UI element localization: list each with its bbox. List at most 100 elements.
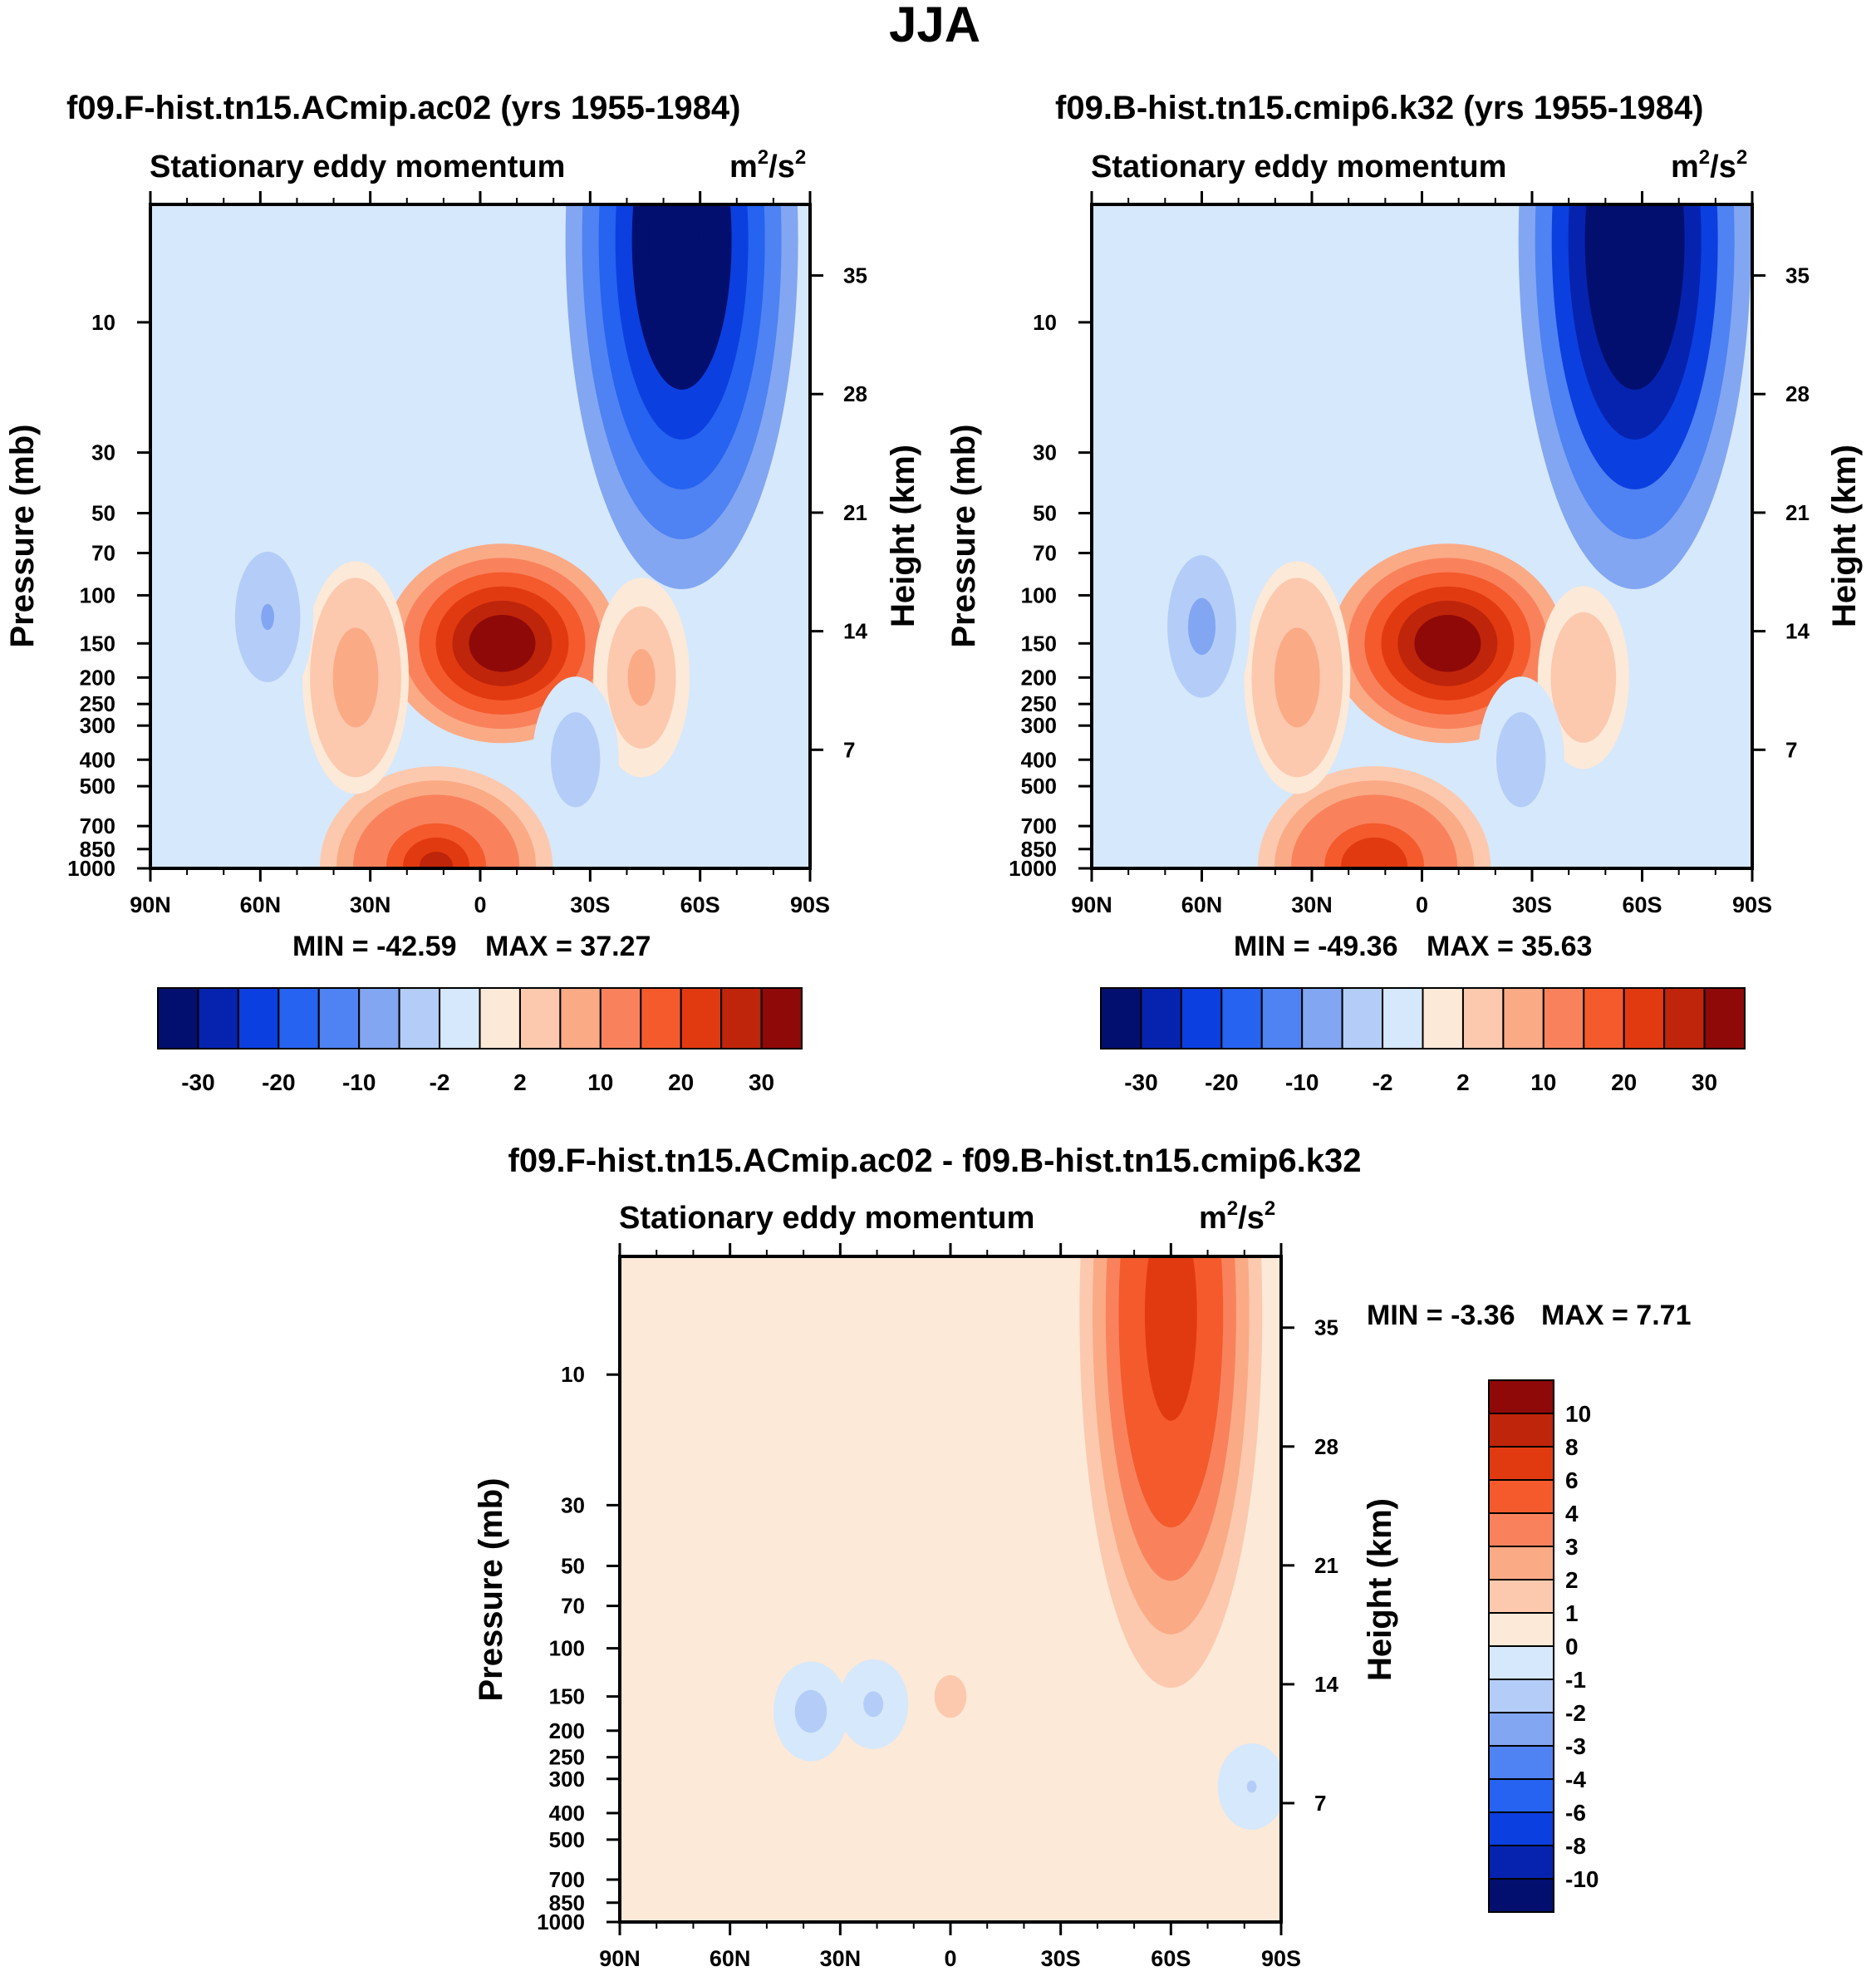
- y-tick-label: 400: [80, 747, 115, 772]
- colorbar-label: -10: [342, 1069, 376, 1095]
- colorbar-cell: [1341, 987, 1384, 1049]
- colorbar-cell: [1488, 1379, 1554, 1414]
- y2-tick-label: 28: [1785, 381, 1810, 406]
- max-label: MAX = 35.63: [1427, 931, 1592, 962]
- y-tick-label: 10: [561, 1362, 585, 1387]
- panel-title: f09.F-hist.tn15.ACmip.ac02 (yrs 1955-198…: [66, 90, 740, 126]
- panel-subtitle: Stationary eddy momentum: [150, 150, 565, 184]
- colorbar-cell: [1583, 987, 1625, 1049]
- colorbar-cell: [1502, 987, 1545, 1049]
- colorbar-cell: [358, 987, 400, 1049]
- y-tick-label: 200: [1021, 665, 1057, 690]
- colorbar-cell: [1488, 1413, 1554, 1448]
- x-tick-label: 60N: [1181, 892, 1223, 917]
- colorbar-cell: [1260, 987, 1304, 1049]
- y2-tick-label: 14: [1314, 1672, 1338, 1697]
- colorbar-label: 10: [1530, 1069, 1556, 1095]
- colorbar-label: -30: [181, 1069, 214, 1095]
- x-tick-label: 90N: [1071, 892, 1112, 917]
- min-label: MIN = -49.36: [1234, 931, 1397, 962]
- y-tick-label: 150: [80, 631, 115, 656]
- colorbar-label: 10: [1565, 1401, 1591, 1427]
- y-tick-label: 300: [1021, 713, 1057, 738]
- y2-tick-label: 35: [1785, 263, 1810, 288]
- y-tick-label: 200: [80, 665, 115, 690]
- y-tick-label: 50: [561, 1553, 585, 1578]
- panel-title: f09.F-hist.tn15.ACmip.ac02 - f09.B-hist.…: [508, 1143, 1362, 1179]
- contour-blob: [868, 1698, 879, 1711]
- colorbar-cell: [1623, 987, 1666, 1049]
- x-tick-label: 30S: [1041, 1946, 1081, 1971]
- colorbar-label: -4: [1565, 1767, 1586, 1792]
- y-tick-label: 250: [80, 691, 115, 716]
- x-tick-label: 30S: [570, 892, 610, 917]
- colorbar-cell: [1488, 1546, 1554, 1580]
- y2-tick-label: 14: [1785, 619, 1810, 644]
- panel-subtitle: Stationary eddy momentum: [619, 1201, 1034, 1236]
- x-tick-label: 90S: [1732, 892, 1772, 917]
- colorbar-cell: [439, 987, 481, 1049]
- contour-blob: [1195, 612, 1209, 641]
- contour-blob: [1618, 204, 1652, 290]
- contour-blob: [634, 663, 649, 692]
- contour-blob: [805, 1703, 817, 1719]
- colorbar-cell: [1488, 1745, 1554, 1780]
- x-tick-label: 90N: [130, 892, 171, 917]
- colorbar-cell: [1542, 987, 1585, 1049]
- y2-tick-label: 35: [843, 263, 867, 288]
- colorbar-cell: [1100, 987, 1142, 1049]
- x-tick-label: 30N: [1291, 892, 1333, 917]
- y-tick-label: 30: [1033, 440, 1057, 465]
- colorbar-cell: [1488, 1512, 1554, 1547]
- panel-subtitle: Stationary eddy momentum: [1091, 150, 1506, 184]
- colorbar-cell: [1488, 1479, 1554, 1514]
- colorbar-label: 20: [668, 1069, 694, 1095]
- panel-title: f09.B-hist.tn15.cmip6.k32 (yrs 1955-1984…: [1055, 90, 1703, 126]
- y-axis-label: Pressure (mb): [4, 425, 41, 648]
- y-tick-label: 100: [549, 1636, 585, 1661]
- figure-title: JJA: [889, 0, 980, 52]
- x-tick-label: 90S: [1261, 1946, 1301, 1971]
- colorbar-cell: [1140, 987, 1182, 1049]
- x-tick-label: 0: [944, 1946, 956, 1971]
- colorbar-label: 30: [749, 1069, 774, 1095]
- y-tick-label: 300: [80, 713, 115, 738]
- colorbar-label: 2: [1565, 1567, 1579, 1593]
- colorbar-label: -10: [1285, 1069, 1319, 1095]
- y-tick-label: 150: [549, 1684, 585, 1709]
- colorbar-label: -1: [1565, 1667, 1586, 1693]
- colorbar-label: -3: [1565, 1733, 1586, 1759]
- y-tick-label: 1000: [537, 1910, 585, 1934]
- y-tick-label: 700: [549, 1867, 585, 1892]
- units-label: m2/s2: [1199, 1197, 1275, 1236]
- y-tick-label: 250: [1021, 691, 1057, 716]
- contour-blob: [1515, 747, 1528, 772]
- colorbar-cell: [237, 987, 280, 1049]
- y-tick-label: 200: [549, 1718, 585, 1743]
- y2-tick-label: 35: [1314, 1315, 1338, 1340]
- contour-blob: [420, 851, 454, 868]
- y-tick-label: 30: [561, 1492, 585, 1517]
- y-tick-label: 50: [91, 501, 115, 526]
- contour-blob: [1358, 851, 1392, 868]
- colorbar-cell: [317, 987, 361, 1049]
- colorbar-label: -30: [1124, 1069, 1157, 1095]
- y2-tick-label: 7: [1314, 1791, 1326, 1816]
- contour-blob: [945, 1689, 956, 1704]
- colorbar-cell: [1220, 987, 1263, 1049]
- contour-blob: [261, 603, 275, 631]
- y-tick-label: 500: [1021, 774, 1057, 799]
- colorbar-label: -8: [1565, 1833, 1586, 1859]
- x-tick-label: 30N: [350, 892, 391, 917]
- contour-blob: [1576, 664, 1590, 691]
- colorbar-cell: [720, 987, 763, 1049]
- contour-blob: [1157, 1260, 1185, 1368]
- x-tick-label: 60N: [710, 1946, 751, 1971]
- y-tick-label: 1000: [1009, 856, 1057, 881]
- colorbar-label: -10: [1565, 1866, 1599, 1892]
- colorbar-cell: [1488, 1579, 1554, 1614]
- colorbar-cell: [277, 987, 320, 1049]
- y-tick-label: 700: [80, 814, 115, 838]
- panel-3: 90N 60N 30N 0 30S 60S 90S103050701001502002503…: [473, 1143, 1691, 1971]
